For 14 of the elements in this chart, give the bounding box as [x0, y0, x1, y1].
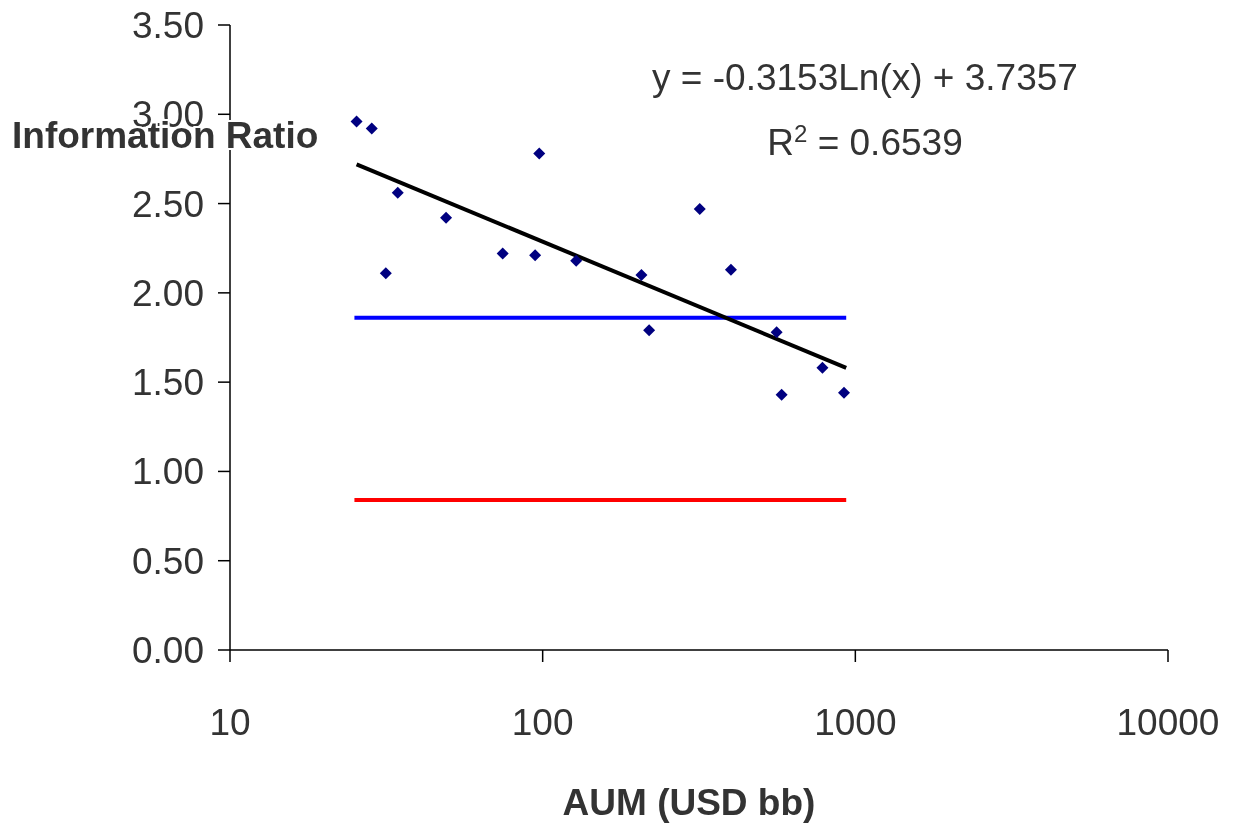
x-tick-label: 10000 — [1116, 702, 1220, 743]
x-axis-title: AUM (USD bb) — [562, 782, 816, 823]
y-tick-label: 1.50 — [131, 362, 204, 404]
annotation: y = -0.3153Ln(x) + 3.7357 — [652, 57, 1078, 98]
y-tick-label: 1.00 — [131, 451, 204, 493]
y-tick-label: 0.50 — [131, 540, 204, 582]
x-tick-label: 10 — [209, 702, 251, 743]
y-tick-label: 2.00 — [131, 272, 204, 314]
x-tick-label: 100 — [511, 702, 574, 743]
y-tick-label: 0.00 — [131, 629, 204, 671]
y-tick-label: 3.50 — [131, 4, 204, 46]
annotation: R$^{2}$ = 0.6539 — [767, 119, 963, 163]
y-tick-label: 2.50 — [131, 183, 204, 225]
x-tick-label: 1000 — [814, 702, 897, 743]
